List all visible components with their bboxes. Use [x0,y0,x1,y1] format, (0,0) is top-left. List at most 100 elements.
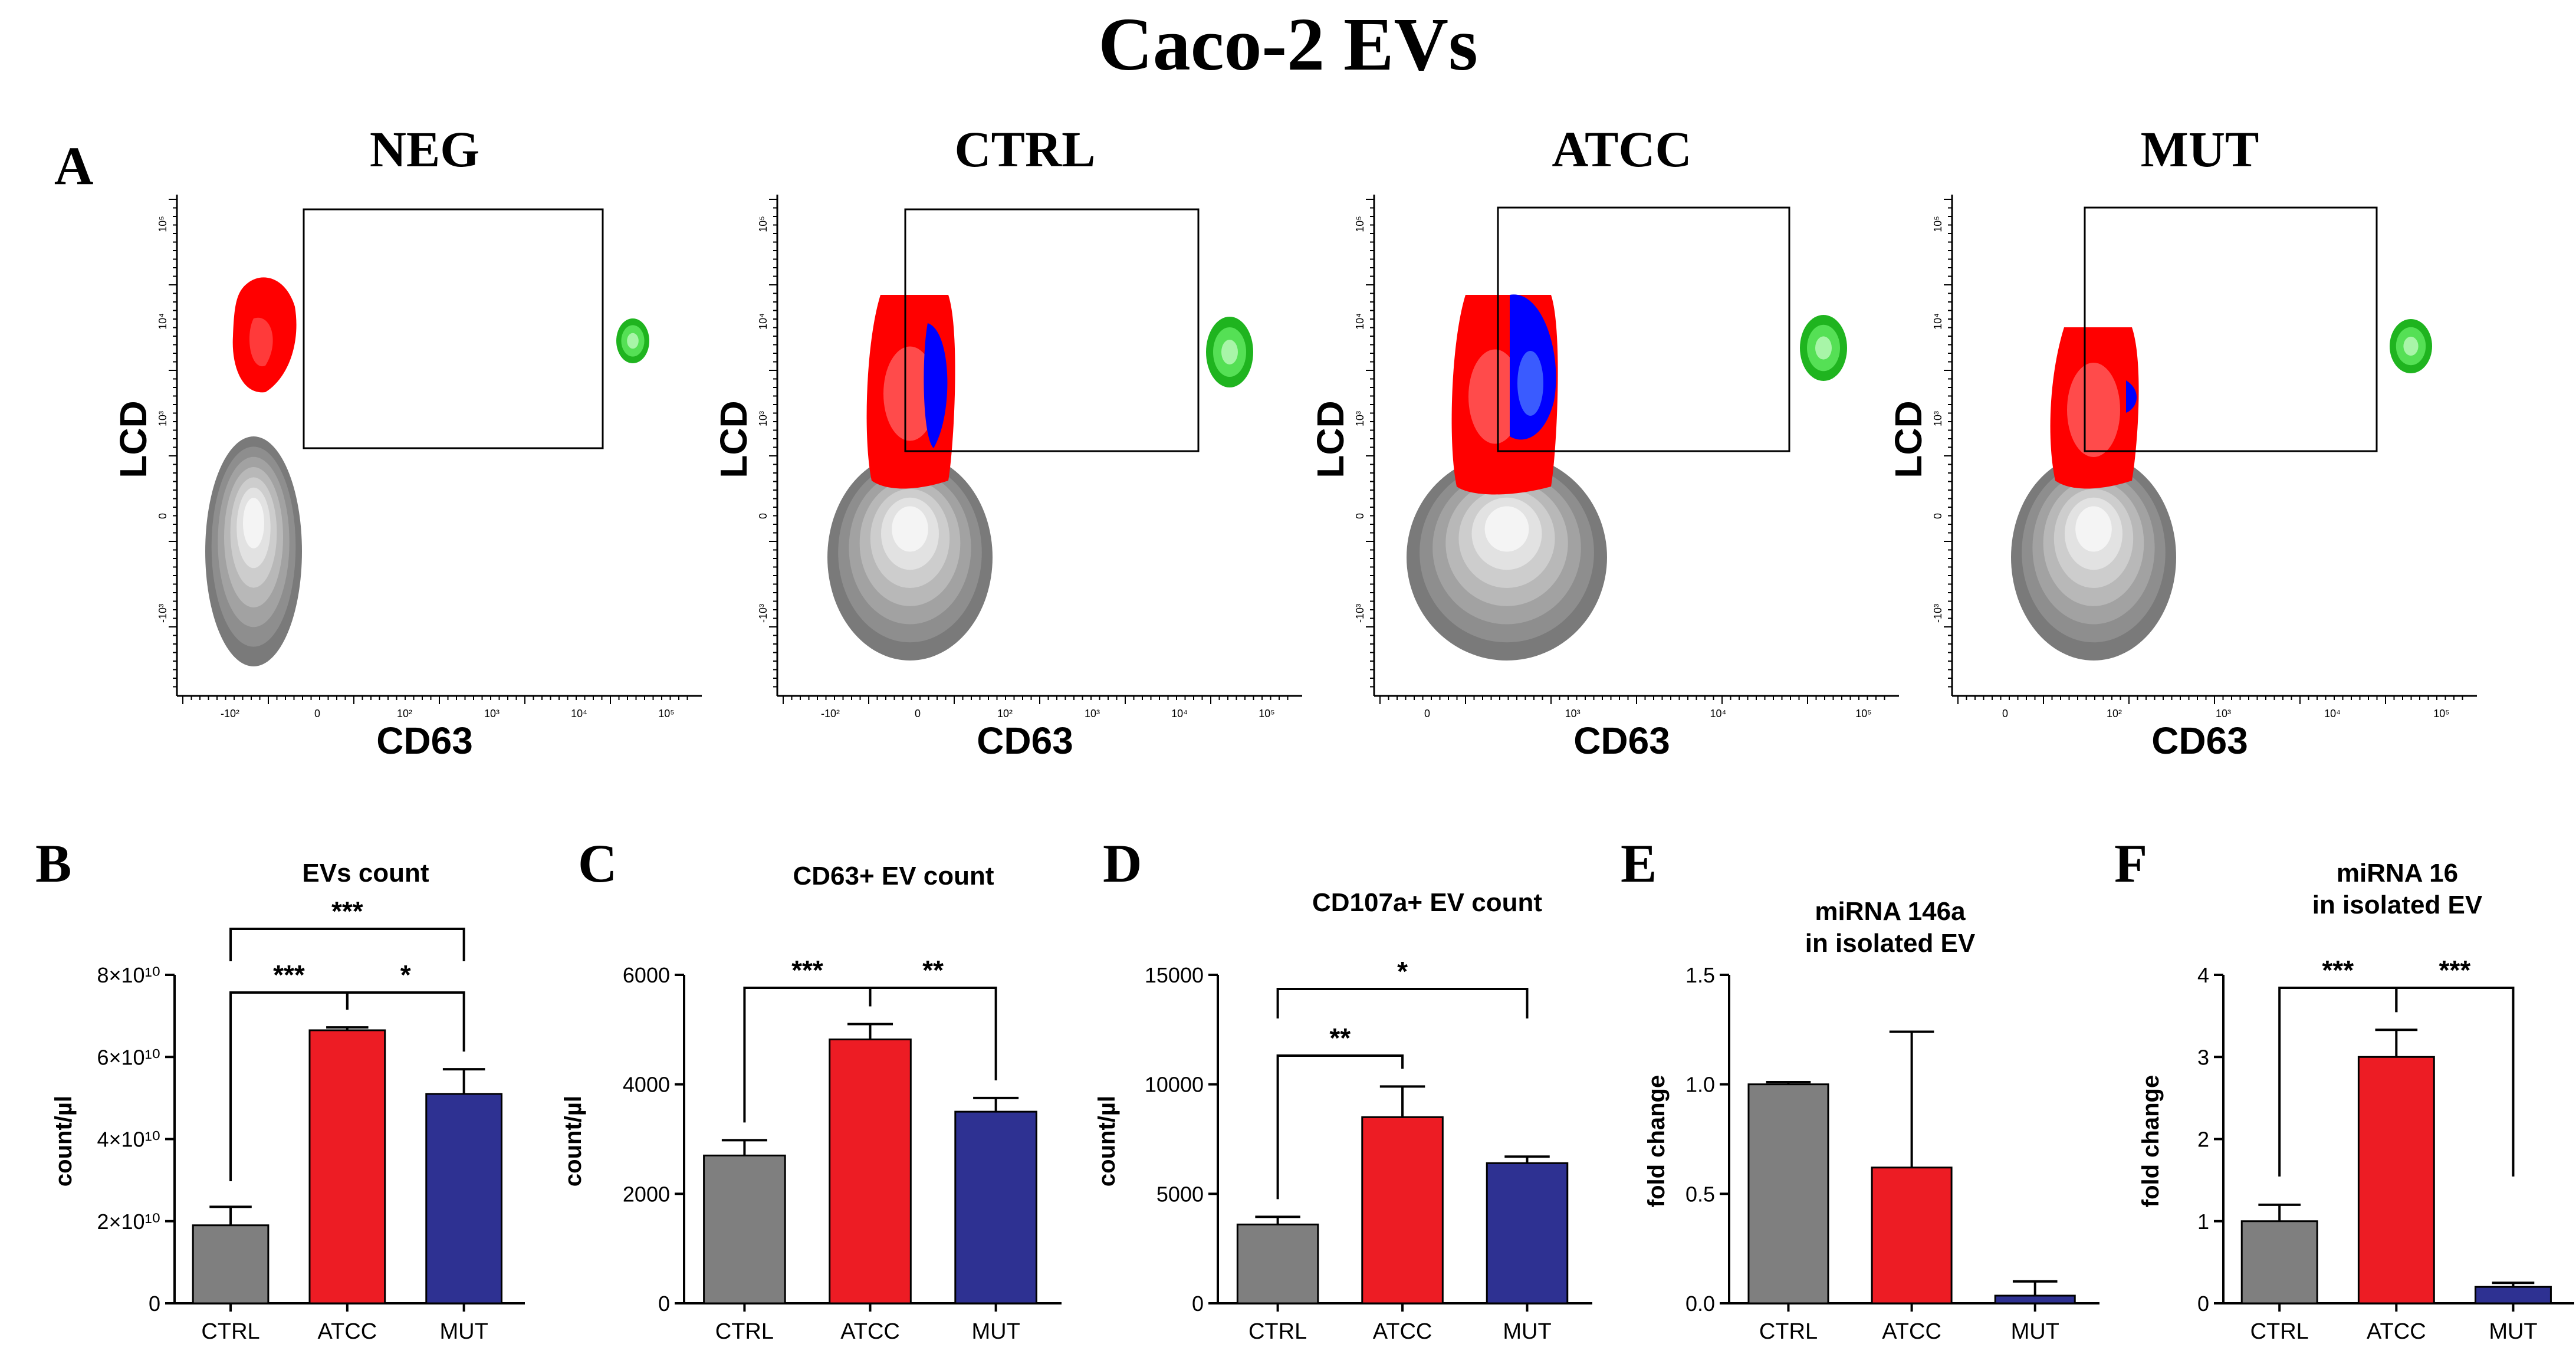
y-tick-label: 1.0 [1685,1073,1715,1097]
y-tick-label: 0 [1354,513,1366,519]
red-population-core [2067,363,2120,457]
y-tick-label: 0 [2197,1292,2209,1316]
flow-plot-ctrl: CTRL -10² 0 10² 10³ 10⁴ 10⁵ 10⁵ 10⁴ 10³ 0 -10³ CD63 L… [712,121,1302,762]
x-tick-label: CTRL [1759,1319,1818,1344]
y-tick-label: 3 [2197,1045,2209,1069]
y-tick-label: 10⁵ [1354,216,1366,232]
chart-title: miRNA 146a in isolated EV [1805,897,1976,958]
bar-atcc [308,1029,386,1304]
y-tick-label: 10⁵ [157,216,169,232]
bar-mut [954,1110,1037,1304]
x-tick-label: 10³ [484,708,500,719]
panel-letter-a: A [54,136,93,196]
x-tick-label: ATCC [318,1319,377,1344]
flow-plot-title: CTRL [955,121,1096,178]
y-tick-label: 10³ [1932,411,1944,426]
flow-plot-atcc: ATCC 0 10³ 10⁴ 10⁵ 10⁵ 10⁴ 10³ 0 -10³ CD63 LCD [1309,121,1899,762]
bar-ctrl [703,1154,786,1304]
x-tick-label: MUT [971,1319,1020,1344]
x-tick-label: 10⁵ [658,708,674,719]
chart-title: CD63+ EV count [793,862,994,890]
significance-label: *** [331,896,363,926]
bar-ctrl [1747,1083,1829,1304]
negative-events-contour-6 [2075,506,2112,552]
bead-population-center [1815,336,1832,360]
y-tick-label: 2000 [623,1182,670,1206]
significance-label: *** [273,959,305,990]
y-tick-label: 10³ [1354,411,1366,426]
y-axis-label: LCD [1309,400,1352,478]
y-tick-label: 4000 [623,1073,670,1097]
y-tick-label: 10⁵ [1932,216,1944,232]
blue-population [924,323,948,448]
y-tick-label: 0.5 [1685,1182,1715,1206]
bead-population-center [627,333,639,349]
panel-letter: C [578,833,617,893]
y-tick-label: 0 [149,1292,160,1316]
y-tick-label: 0 [157,513,169,519]
chart-title: CD107a+ EV count [1312,888,1542,917]
y-axis-label: count/µl [51,1096,77,1187]
y-axis-label: fold change [1644,1075,1670,1207]
red-population-core [1468,349,1522,444]
y-tick-label: 5000 [1156,1182,1204,1206]
cell-populations [205,277,302,666]
negative-events-contour-6 [1484,506,1529,552]
bar-mut [425,1093,502,1304]
panel-a-flow-plots: NEG -10² 0 10² 10³ 10⁴ 10⁵ 10⁵ 10⁴ 10³ 0 -10³ CD63 LC… [112,121,2477,762]
x-tick-label: ATCC [1373,1319,1432,1344]
y-tick-label: 0 [757,513,769,519]
chart-title-line: CD63+ EV count [793,862,994,890]
y-tick-label: 10⁵ [757,216,769,232]
negative-events-contour-6 [892,506,928,552]
bar-atcc [1871,1166,1953,1304]
x-tick-label: -10² [821,708,840,719]
significance-label: ** [922,955,944,985]
x-tick-label: CTRL [1248,1319,1307,1344]
x-axis-label: CD63 [977,719,1073,762]
panel-letter: E [1621,833,1657,893]
bar-ctrl [2240,1220,2318,1304]
bead-population-center [1221,340,1238,364]
flow-plot-title: MUT [2141,121,2259,178]
panel-c: C CD63+ EV count 0 2000 4000 6000 count/µl CTRL… [560,833,1062,1344]
y-tick-label: 6×10¹⁰ [97,1045,160,1069]
chart-title: EVs count [302,859,429,888]
x-tick-label: CTRL [201,1319,259,1344]
y-tick-label: 10⁴ [157,313,169,330]
panel-letter: B [35,833,71,893]
chart-title: miRNA 16 in isolated EV [2312,859,2483,919]
y-tick-label: -10³ [1354,604,1366,623]
gate-rectangle [2084,206,2378,452]
significance-label: * [400,959,411,990]
x-tick-label: 10⁴ [2324,708,2341,719]
bar-atcc [2357,1056,2435,1304]
y-tick-label: 1 [2197,1210,2209,1234]
chart-title-line: in isolated EV [1805,929,1976,958]
blue-population-core [1517,351,1543,416]
x-tick-label: 10⁴ [571,708,587,719]
bar-atcc [1361,1116,1444,1304]
y-tick-label: 10⁴ [1932,313,1944,330]
bar-ctrl [192,1224,270,1304]
y-tick-label: 10³ [757,411,769,426]
blue-population [2126,380,2137,413]
red-population-core [249,317,273,367]
y-tick-label: 0.0 [1685,1292,1715,1316]
bar-ctrl [1236,1223,1319,1304]
x-tick-label: 10³ [1085,708,1100,719]
y-tick-label: 10³ [157,411,169,426]
x-tick-label: 10² [997,708,1013,719]
y-tick-label: 0 [658,1292,670,1316]
x-tick-label: 10² [397,708,412,719]
negative-events-contour-6 [242,498,265,548]
bar-mut [2475,1286,2552,1304]
bead-population-center [2403,336,2419,356]
significance-label: *** [2322,955,2354,985]
significance-bracket [1276,988,1529,1018]
y-axis-label: count/µl [1094,1096,1120,1187]
significance-bracket [229,928,465,961]
gate-rectangle [904,208,1200,452]
